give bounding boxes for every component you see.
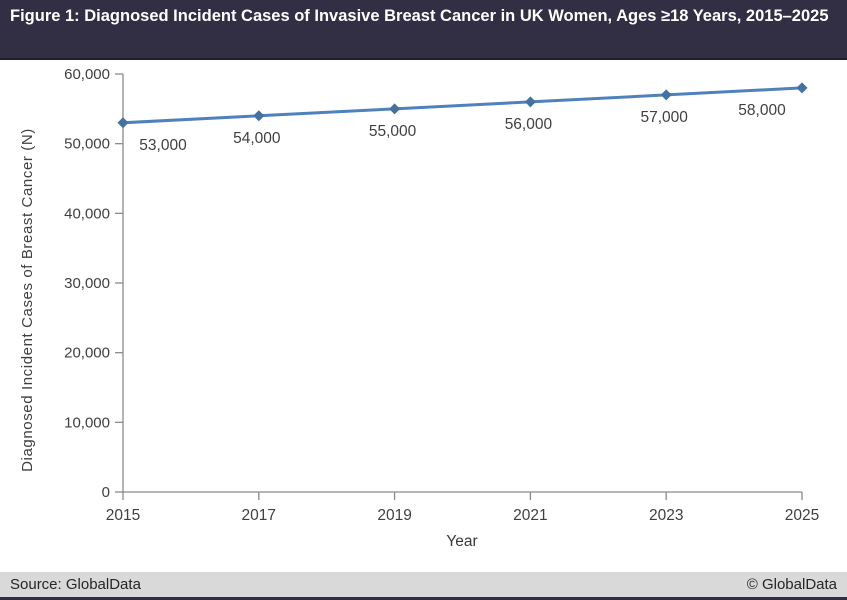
data-point-label: 58,000 <box>738 102 786 119</box>
data-point-label: 53,000 <box>139 137 187 154</box>
series-line <box>122 86 803 125</box>
y-tick-label: 0 <box>102 484 110 501</box>
x-tick-label: 2019 <box>377 507 411 524</box>
x-tick-label: 2023 <box>649 507 683 524</box>
y-tick-label: 50,000 <box>64 136 110 153</box>
source-text: Source: GlobalData <box>10 576 141 593</box>
data-point-label: 57,000 <box>640 109 688 126</box>
data-point-marker <box>253 110 265 122</box>
data-point-label: 55,000 <box>369 123 417 140</box>
y-tick-label: 30,000 <box>64 275 110 292</box>
y-tick-label: 10,000 <box>64 414 110 431</box>
line-chart: 0 10,000 20,000 30,000 40,000 50,000 60,000 201… <box>64 66 819 524</box>
data-point-label: 54,000 <box>233 130 281 147</box>
data-point-marker <box>796 82 808 94</box>
data-point-marker <box>524 96 536 108</box>
bottom-strip <box>0 597 847 600</box>
copyright-text: © GlobalData <box>746 576 837 593</box>
y-tick-label: 20,000 <box>64 345 110 362</box>
y-tick-label: 60,000 <box>64 66 110 83</box>
y-axis-title: Diagnosed Incident Cases of Breast Cance… <box>19 128 36 472</box>
figure-title: Figure 1: Diagnosed Incident Cases of In… <box>0 0 847 60</box>
data-point-label: 56,000 <box>505 116 553 133</box>
data-point-marker <box>660 89 672 101</box>
y-tick-label: 40,000 <box>64 205 110 222</box>
data-point-marker <box>117 117 129 129</box>
chart-area: 0 10,000 20,000 30,000 40,000 50,000 60,000 201… <box>0 60 847 572</box>
x-tick-label: 2025 <box>785 507 819 524</box>
footer: Source: GlobalData © GlobalData <box>0 572 847 597</box>
x-tick-label: 2015 <box>106 507 140 524</box>
x-tick-label: 2017 <box>242 507 276 524</box>
x-axis-title: Year <box>446 533 478 550</box>
data-point-marker <box>389 103 401 115</box>
x-tick-label: 2021 <box>513 507 547 524</box>
